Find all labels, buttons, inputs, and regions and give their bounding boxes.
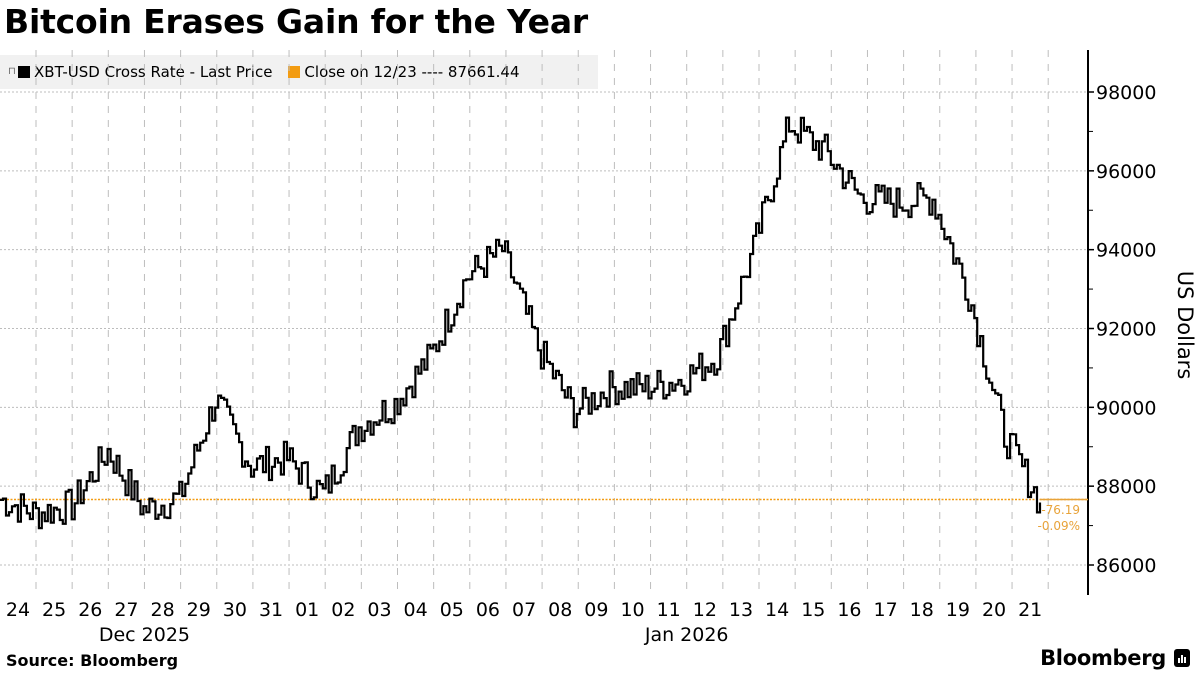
legend-label: Close on 12/23 ---- 87661.44 xyxy=(304,63,520,81)
x-tick-label: 28 xyxy=(151,599,175,621)
x-tick-label: 13 xyxy=(729,599,753,621)
x-tick-label: 16 xyxy=(837,599,861,621)
y-tick-label: 98000 xyxy=(1096,82,1156,104)
price-line xyxy=(0,116,1042,530)
y-tick-label: 94000 xyxy=(1096,240,1156,262)
x-tick-label: 08 xyxy=(548,599,572,621)
x-tick-label: 12 xyxy=(693,599,717,621)
x-tick-label: 18 xyxy=(910,599,934,621)
x-tick-label: 24 xyxy=(6,599,30,621)
x-tick-label: 21 xyxy=(1018,599,1042,621)
x-tick-label: 26 xyxy=(78,599,102,621)
x-group-label: Dec 2025 xyxy=(99,624,190,646)
x-tick-label: 09 xyxy=(584,599,608,621)
x-tick-label: 20 xyxy=(982,599,1006,621)
legend-item-price: XBT-USD Cross Rate - Last Price xyxy=(18,63,272,81)
x-tick-label: 06 xyxy=(476,599,500,621)
chart-title: Bitcoin Erases Gain for the Year xyxy=(4,2,588,41)
change-percent: -0.09% xyxy=(1038,519,1080,533)
x-tick-label: 07 xyxy=(512,599,536,621)
x-tick-label: 05 xyxy=(440,599,464,621)
legend-handle-icon[interactable]: ⊓ xyxy=(8,66,16,77)
x-tick-label: 19 xyxy=(946,599,970,621)
x-tick-label: 01 xyxy=(295,599,319,621)
x-tick-label: 25 xyxy=(42,599,66,621)
bloomberg-brand: Bloomberg xyxy=(1040,646,1190,670)
source-note: Source: Bloomberg xyxy=(6,651,179,670)
x-tick-label: 29 xyxy=(187,599,211,621)
x-tick-label: 30 xyxy=(223,599,247,621)
legend: ⊓ XBT-USD Cross Rate - Last Price Close … xyxy=(0,55,598,89)
y-tick-label: 96000 xyxy=(1096,161,1156,183)
x-group-label: Jan 2026 xyxy=(644,624,729,646)
legend-swatch-orange xyxy=(288,66,301,78)
x-tick-label: 27 xyxy=(114,599,138,621)
legend-item-close: Close on 12/23 ---- 87661.44 xyxy=(288,63,520,81)
x-tick-label: 15 xyxy=(801,599,825,621)
x-tick-label: 10 xyxy=(620,599,644,621)
x-tick-label: 02 xyxy=(331,599,355,621)
x-tick-label: 11 xyxy=(657,599,681,621)
x-tick-label: 03 xyxy=(367,599,391,621)
y-tick-label: 88000 xyxy=(1096,476,1156,498)
x-tick-label: 14 xyxy=(765,599,789,621)
legend-swatch-black xyxy=(18,66,30,78)
legend-label: XBT-USD Cross Rate - Last Price xyxy=(34,63,273,81)
y-tick-label: 90000 xyxy=(1096,397,1156,419)
x-tick-label: 31 xyxy=(259,599,283,621)
y-tick-label: 92000 xyxy=(1096,319,1156,341)
y-tick-label: 86000 xyxy=(1096,555,1156,577)
change-value: -76.19 xyxy=(1041,503,1080,517)
x-tick-label: 04 xyxy=(404,599,428,621)
brand-name: Bloomberg xyxy=(1040,646,1166,670)
bloomberg-logo-icon xyxy=(1174,649,1190,667)
x-tick-label: 17 xyxy=(874,599,898,621)
y-axis-label: US Dollars xyxy=(1173,271,1197,380)
